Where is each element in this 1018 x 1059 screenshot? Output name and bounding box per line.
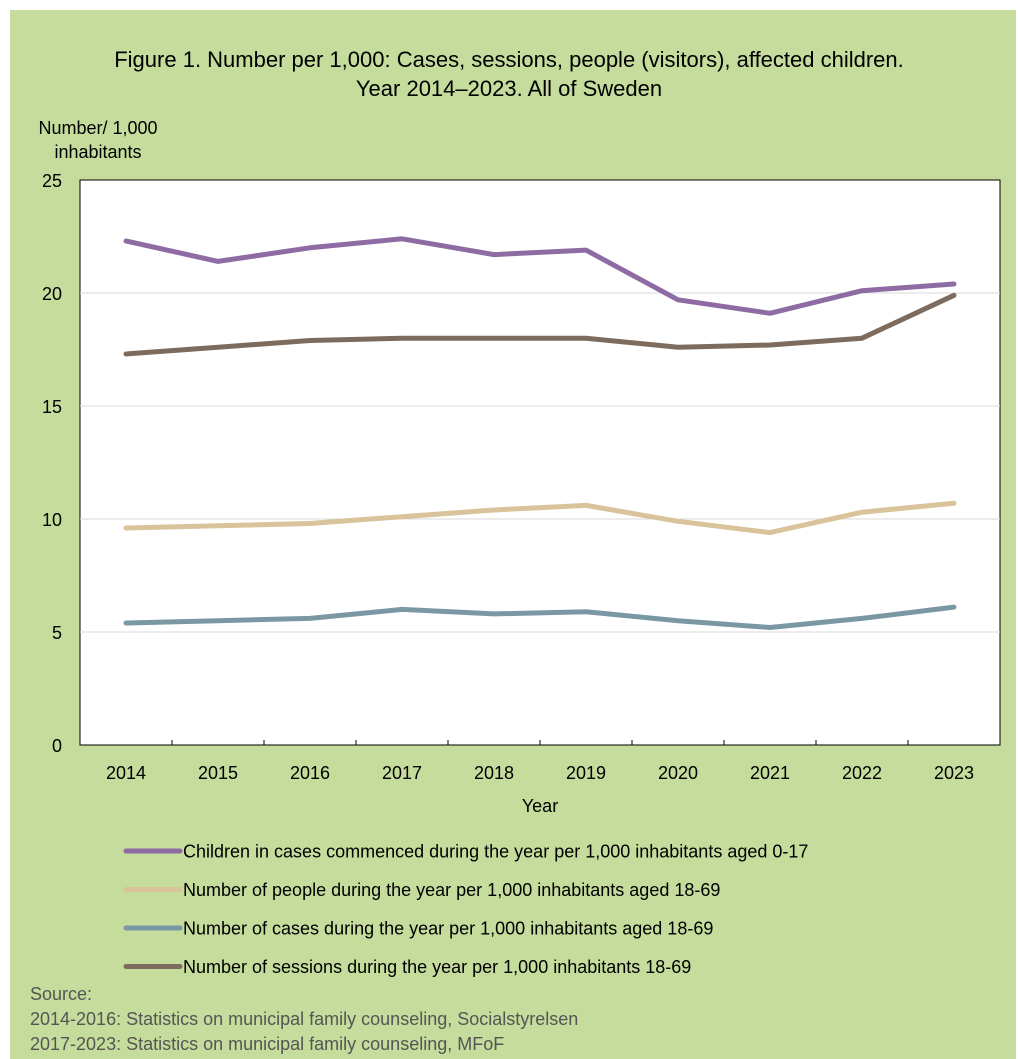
- series-line-1: [123, 236, 957, 316]
- y-tick-label: 10: [42, 510, 62, 530]
- legend-label: Children in cases commenced during the y…: [183, 842, 808, 862]
- source-line-2: 2017-2023: Statistics on municipal famil…: [30, 1034, 505, 1054]
- y-tick-label: 15: [42, 397, 62, 417]
- y-tick-label: 5: [52, 623, 62, 643]
- x-axis-label: Year: [522, 796, 558, 816]
- y-tick-label: 20: [42, 284, 62, 304]
- series-lines: [123, 236, 957, 630]
- y-tick-label: 0: [52, 736, 62, 756]
- series-line-3: [123, 604, 957, 630]
- y-axis-label: Number/ 1,000 inhabitants: [38, 118, 157, 162]
- x-tick-label: 2022: [842, 763, 882, 783]
- x-tick-label: 2019: [566, 763, 606, 783]
- chart-title-line-1: Figure 1. Number per 1,000: Cases, sessi…: [114, 47, 904, 72]
- y-tick-label: 25: [42, 171, 62, 191]
- legend-label: Number of people during the year per 1,0…: [183, 880, 720, 900]
- x-tick-label: 2020: [658, 763, 698, 783]
- series-line-2: [123, 500, 957, 536]
- x-tick-label: 2014: [106, 763, 146, 783]
- axis-ticks: 0 5 10 15 20 25 2014 2015 2016 2017 2018 2019 2020 20…: [42, 171, 974, 783]
- chart-title-line-2: Year 2014–2023. All of Sweden: [355, 76, 663, 101]
- legend: Children in cases commenced during the y…: [123, 842, 808, 977]
- y-axis-label-line-2: inhabitants: [54, 142, 141, 162]
- source-label: Source:: [30, 984, 93, 1004]
- legend-label: Number of cases during the year per 1,00…: [183, 919, 713, 939]
- x-tick-label: 2015: [198, 763, 238, 783]
- plot-area: [79, 179, 1001, 746]
- y-axis-label-line-1: Number/ 1,000: [38, 118, 157, 138]
- x-tick-label: 2021: [750, 763, 790, 783]
- x-tick-label: 2023: [934, 763, 974, 783]
- source-line-1: 2014-2016: Statistics on municipal famil…: [30, 1009, 579, 1029]
- x-tick-label: 2016: [290, 763, 330, 783]
- x-tick-label: 2017: [382, 763, 422, 783]
- series-line-4: [123, 292, 957, 357]
- x-tick-label: 2018: [474, 763, 514, 783]
- legend-label: Number of sessions during the year per 1…: [183, 957, 691, 977]
